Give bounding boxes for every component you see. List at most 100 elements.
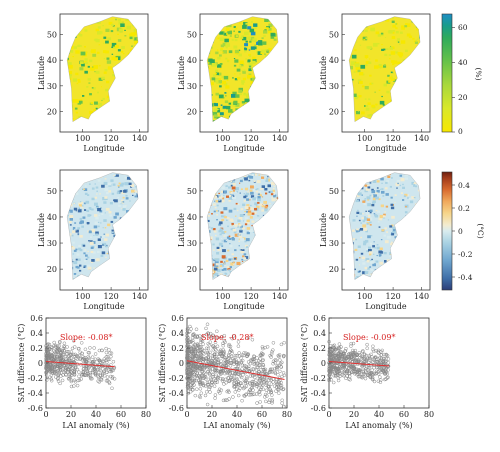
map-cell <box>135 186 137 188</box>
scatter-point <box>67 370 72 374</box>
map-x-tick: 100 <box>75 134 90 143</box>
map-cell <box>103 219 107 222</box>
scatter-point <box>225 389 229 394</box>
map-cell <box>68 191 72 195</box>
map-cell <box>211 191 215 194</box>
map-cell <box>96 258 100 262</box>
map-cell <box>391 261 394 264</box>
map-cell <box>256 236 258 238</box>
map-cell <box>270 172 273 175</box>
scatter-point <box>72 384 76 388</box>
map-cell <box>373 274 376 277</box>
map-cell <box>390 71 393 74</box>
scatter-point <box>263 395 267 399</box>
map-cell <box>271 252 276 256</box>
scatter-point <box>230 377 234 382</box>
map-cell <box>398 70 402 74</box>
scatter-point <box>204 346 209 351</box>
map-cell <box>75 72 79 76</box>
map-cell <box>383 252 387 255</box>
map-cell <box>68 221 72 224</box>
scatter-point <box>62 352 67 357</box>
map-cell <box>249 110 253 114</box>
map-cell <box>136 194 139 198</box>
map-cell <box>245 40 248 43</box>
map-x-label: Longitude <box>365 302 406 311</box>
map-cell <box>350 30 355 34</box>
map-cell <box>383 234 386 237</box>
scatter-y-tick: -0.4 <box>169 389 184 398</box>
map-cell <box>349 202 353 205</box>
map-cell <box>375 59 378 62</box>
map-cell <box>72 227 76 229</box>
scatter-point <box>211 333 215 338</box>
scatter-point <box>250 381 255 386</box>
map-cell <box>137 63 139 65</box>
map-cell <box>419 88 421 92</box>
scatter-point <box>200 370 205 374</box>
map-cell <box>240 188 243 190</box>
map-cell <box>123 190 127 193</box>
map-cell <box>362 36 368 41</box>
map-cell <box>271 81 274 83</box>
map-cell <box>249 55 252 57</box>
map-cell <box>349 86 353 90</box>
map-cell <box>97 225 100 228</box>
map-cell <box>261 244 263 246</box>
map-cell <box>382 104 385 106</box>
map-cell <box>101 17 104 20</box>
map-cell <box>352 277 357 280</box>
map-cell <box>248 179 251 182</box>
map-cell <box>364 216 366 218</box>
scatter-point <box>93 372 98 376</box>
map-cell <box>126 267 129 270</box>
map-cell <box>242 25 247 29</box>
scatter-point <box>199 353 203 358</box>
map-cell <box>389 46 393 50</box>
map-cell <box>401 25 404 28</box>
map-cell <box>264 262 268 265</box>
map-cell <box>237 278 241 280</box>
map-cell <box>70 124 71 125</box>
map-cell <box>411 196 415 200</box>
map-cell <box>68 71 73 75</box>
map-cell <box>67 186 71 190</box>
map-cell <box>256 69 258 71</box>
map-cell <box>415 230 419 234</box>
map-cell <box>238 53 242 57</box>
map-cell <box>255 190 259 193</box>
map-cell <box>74 222 77 224</box>
scatter-point <box>105 360 109 365</box>
map-cell <box>84 209 87 211</box>
map-cell <box>131 230 134 233</box>
map-cell <box>273 259 277 262</box>
map-cell <box>69 224 72 226</box>
scatter-point <box>50 366 54 370</box>
scatter-point <box>327 378 331 383</box>
map-cell <box>261 196 264 198</box>
map-cell <box>132 207 136 210</box>
scatter-point <box>207 334 212 339</box>
map-cell <box>358 264 360 266</box>
map-cell <box>391 177 393 179</box>
map-cell <box>245 266 249 269</box>
map-cell <box>209 43 211 45</box>
map-cell <box>95 231 99 235</box>
scatter-point <box>231 377 236 382</box>
map-cell <box>372 201 375 204</box>
map-cell <box>103 71 107 74</box>
map-cell <box>268 72 270 74</box>
map-cell <box>274 232 278 235</box>
scatter-point <box>280 401 284 405</box>
map-cell <box>400 242 404 245</box>
map-cell <box>418 235 421 237</box>
map-cell <box>215 20 220 24</box>
scatter-points <box>185 322 287 409</box>
map-cell <box>136 253 139 256</box>
scatter-point <box>222 382 226 386</box>
scatter-point <box>58 353 63 357</box>
map-cell <box>97 221 100 223</box>
map-cell <box>208 194 212 198</box>
map-cell <box>418 244 421 246</box>
